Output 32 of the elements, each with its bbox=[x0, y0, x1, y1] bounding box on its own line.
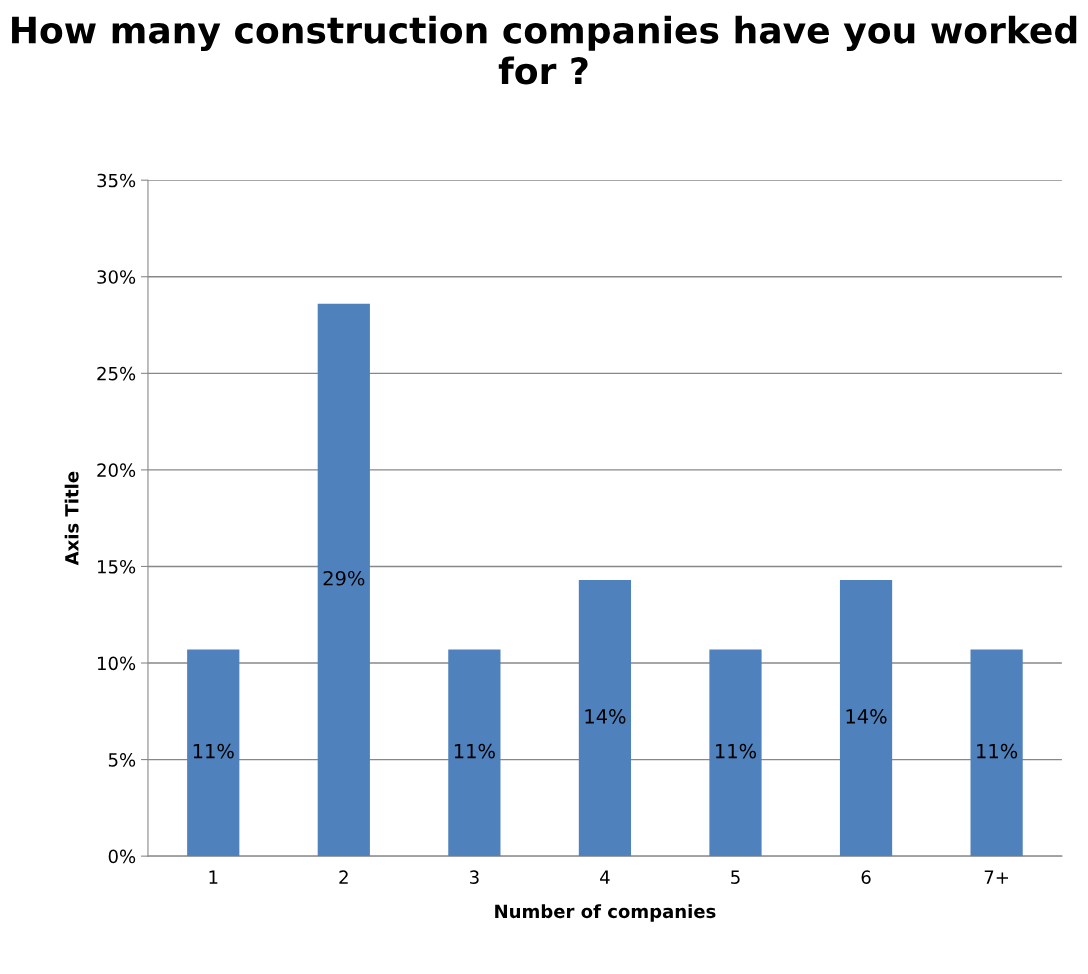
y-tick-label: 30% bbox=[97, 270, 136, 284]
y-axis-title: Axis Title bbox=[64, 471, 79, 566]
data-label: 14% bbox=[585, 708, 626, 724]
y-tick-label: 15% bbox=[98, 559, 136, 574]
bar bbox=[448, 649, 501, 857]
bar bbox=[970, 649, 1023, 857]
bar bbox=[578, 579, 632, 857]
x-tick-label: 2 bbox=[339, 870, 348, 884]
bar bbox=[187, 649, 240, 857]
data-label: 11% bbox=[193, 743, 234, 759]
x-tick-label: 7+ bbox=[984, 870, 1008, 884]
y-tick-label: 10% bbox=[98, 656, 136, 671]
y-tick-label: 20% bbox=[97, 463, 136, 477]
x-tick-label: 6 bbox=[861, 870, 871, 885]
x-tick-label: 4 bbox=[600, 870, 610, 884]
y-tick-label: 35% bbox=[97, 173, 136, 188]
x-tick-label: 1 bbox=[209, 870, 218, 884]
y-tick-label: 0% bbox=[108, 849, 136, 864]
y-tick-label: 5% bbox=[108, 753, 136, 767]
x-tick-label: 5 bbox=[731, 870, 740, 885]
data-label: 11% bbox=[977, 743, 1018, 759]
data-label: 11% bbox=[716, 743, 757, 759]
data-label: 14% bbox=[846, 708, 887, 724]
bar bbox=[317, 303, 370, 857]
y-tick-label: 25% bbox=[97, 366, 136, 381]
data-label: 11% bbox=[454, 743, 495, 759]
bar bbox=[709, 649, 762, 857]
x-axis-title: Number of companies bbox=[495, 904, 716, 922]
chart-title: How many construction companies have you worked for ? bbox=[12, 15, 1077, 85]
x-tick-label: 3 bbox=[470, 870, 479, 885]
bar bbox=[839, 579, 893, 857]
data-label: 29% bbox=[323, 570, 365, 586]
